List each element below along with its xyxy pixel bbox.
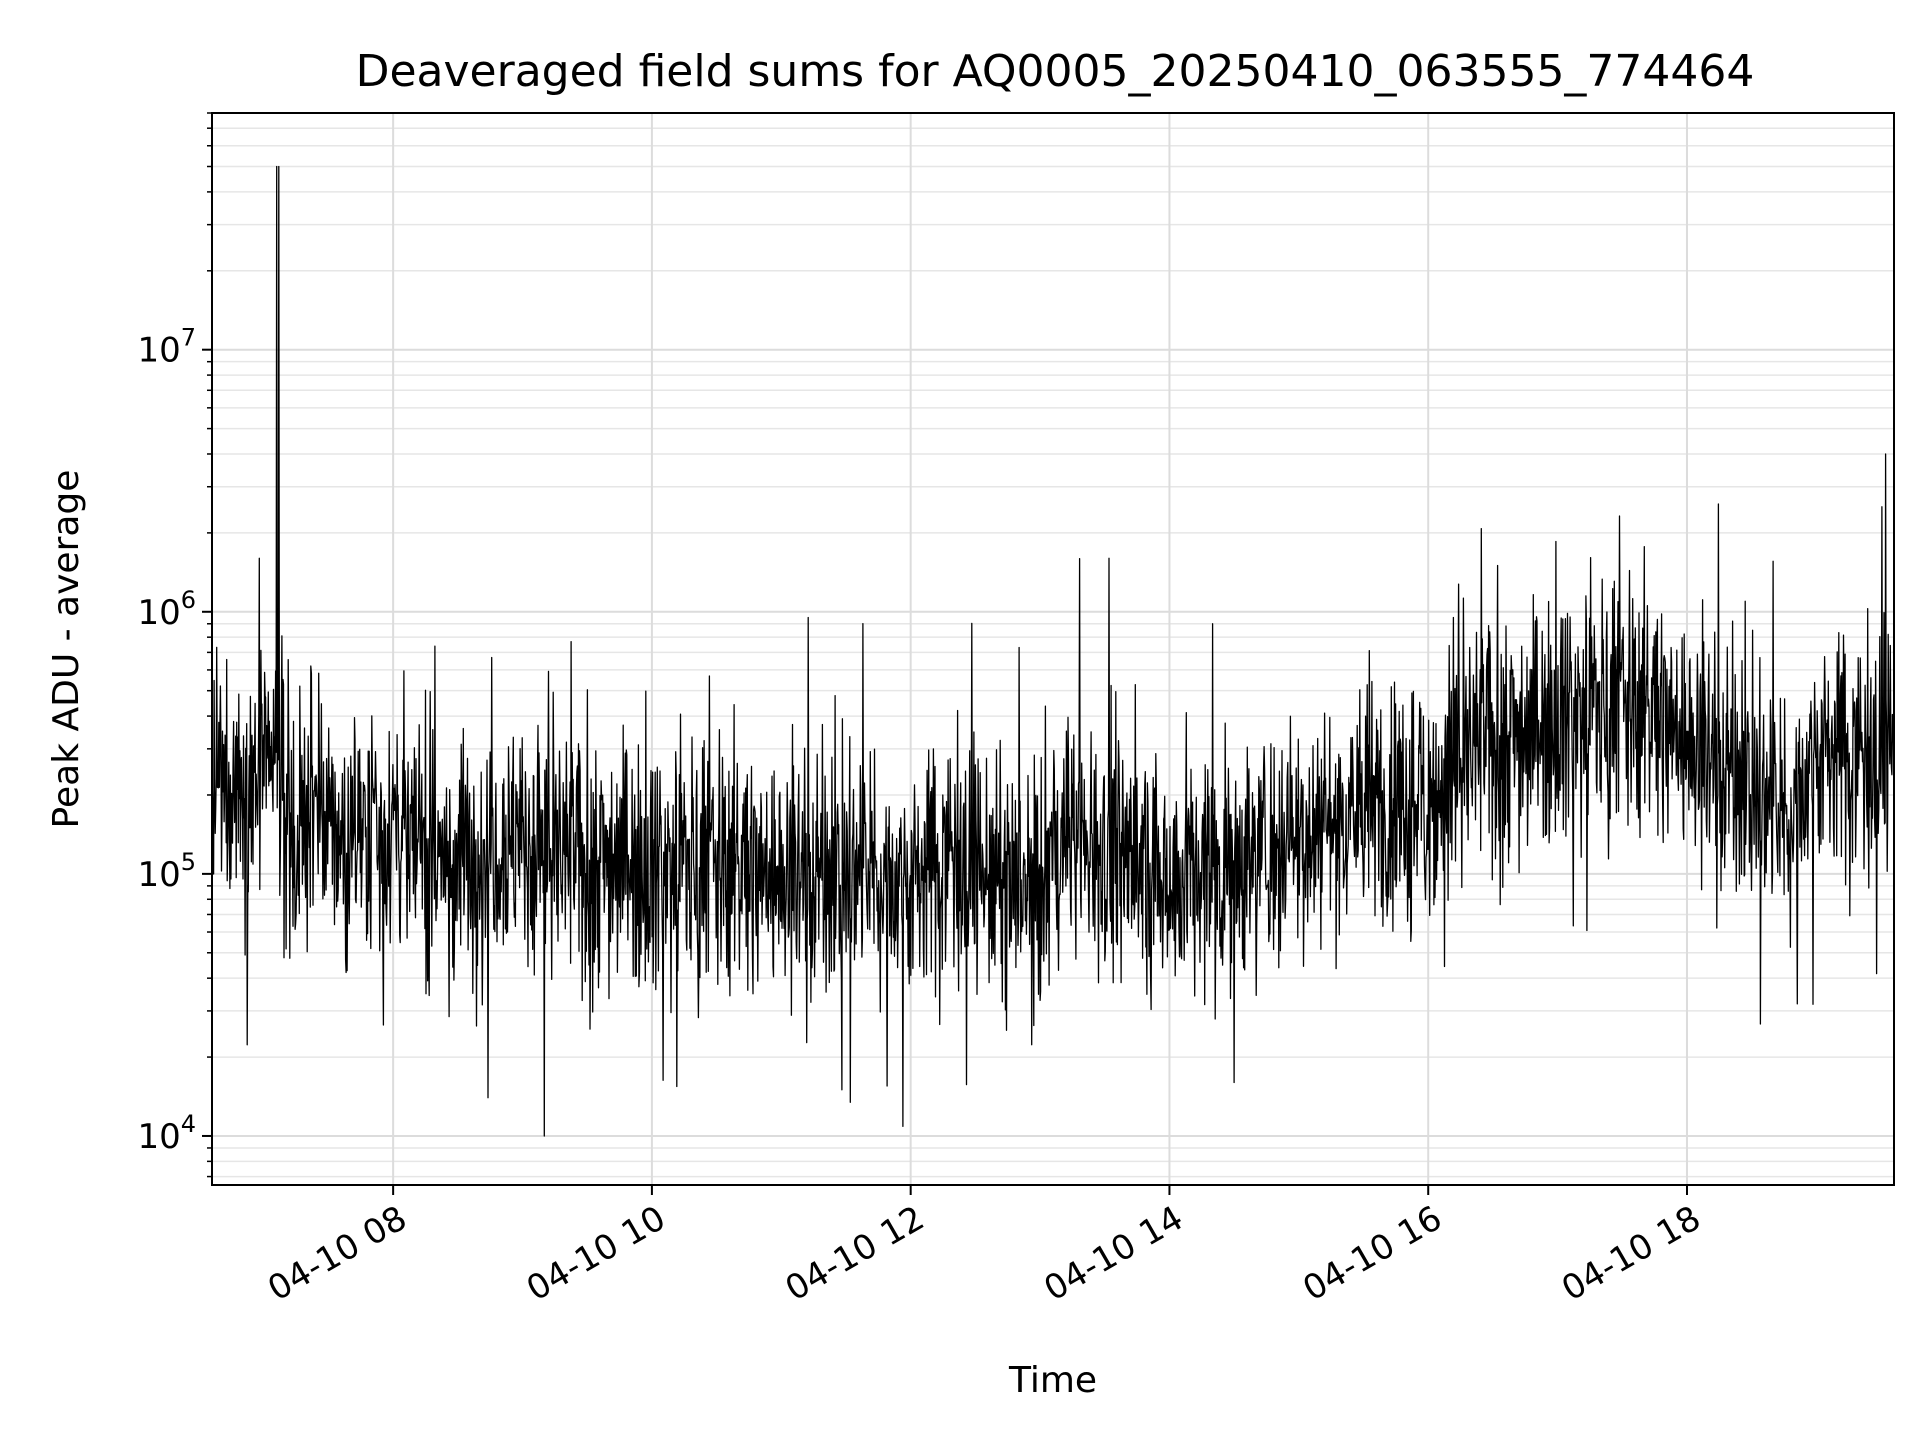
chart-title: Deaveraged field sums for AQ0005_2025041… [356,46,1755,97]
y-axis-label: Peak ADU - average [46,470,87,829]
x-axis-label: Time [1008,1360,1097,1401]
